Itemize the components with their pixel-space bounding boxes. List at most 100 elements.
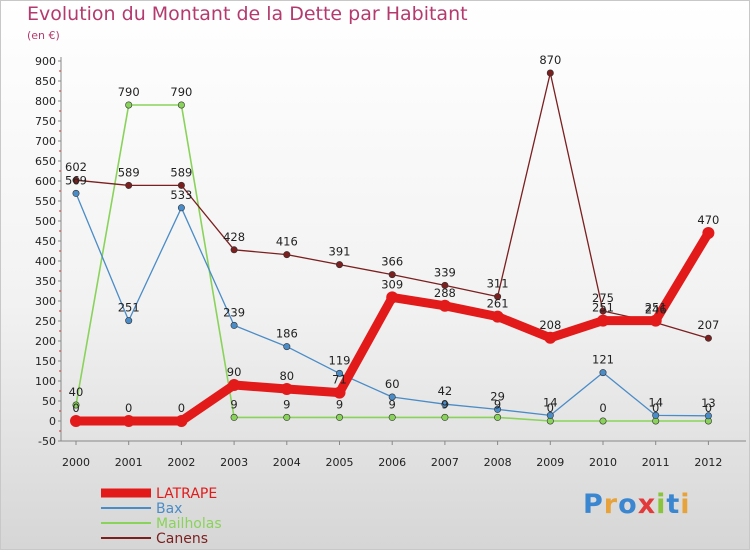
data-label-bax: 121 (592, 353, 614, 367)
data-point-mailholas (283, 413, 291, 421)
data-point-canens (704, 334, 712, 342)
data-point-bax (72, 189, 80, 197)
data-point-mailholas (441, 413, 449, 421)
x-tick-label: 2008 (484, 456, 512, 469)
y-tick-label: 900 (35, 55, 56, 68)
data-label-mailholas: 0 (547, 401, 554, 415)
data-point-canens (494, 293, 502, 301)
data-label-bax: 119 (329, 353, 351, 367)
data-point-bax (230, 321, 238, 329)
data-label-canens: 589 (170, 165, 192, 179)
data-label-bax: 239 (223, 305, 245, 319)
data-label-mailholas: 9 (336, 397, 343, 411)
data-point-latrape (386, 291, 399, 304)
data-point-mailholas (335, 413, 343, 421)
x-tick-label: 2005 (326, 456, 354, 469)
x-tick-label: 2002 (167, 456, 195, 469)
data-label-canens: 589 (118, 165, 140, 179)
data-point-mailholas (494, 413, 502, 421)
data-point-bax (599, 369, 607, 377)
data-label-latrape: 90 (227, 365, 242, 379)
y-tick-label: 800 (35, 95, 56, 108)
data-label-mailholas: 790 (118, 85, 140, 99)
data-point-latrape (70, 415, 82, 427)
data-point-mailholas (125, 101, 133, 109)
data-point-bax (652, 411, 660, 419)
data-point-bax (704, 412, 712, 420)
data-point-bax (177, 204, 185, 212)
x-tick-label: 2009 (536, 456, 564, 469)
data-label-canens: 246 (645, 303, 667, 317)
data-label-bax: 14 (648, 395, 663, 409)
data-point-canens (125, 181, 133, 189)
data-point-canens (335, 261, 343, 269)
data-point-latrape (228, 379, 241, 391)
data-point-latrape (280, 383, 293, 395)
proxiti-logo: Proxiti (583, 489, 691, 520)
data-point-bax (441, 400, 449, 408)
data-label-mailholas: 9 (230, 397, 237, 411)
legend-label-latrape: LATRAPE (156, 486, 217, 502)
data-point-bax (546, 411, 554, 419)
y-tick-label: 100 (35, 375, 56, 388)
data-point-canens (177, 181, 185, 189)
y-tick-label: 450 (35, 235, 56, 248)
data-label-mailholas: 9 (494, 397, 501, 411)
data-label-canens: 870 (539, 53, 561, 67)
legend-label-mailholas: Mailholas (156, 516, 222, 532)
data-point-bax (494, 405, 502, 413)
y-tick-label: 0 (49, 415, 56, 428)
data-label-latrape: 251 (645, 301, 667, 315)
x-tick-label: 2000 (62, 456, 90, 469)
data-label-latrape: 208 (539, 318, 561, 332)
data-label-latrape: 251 (592, 301, 614, 315)
data-label-bax: 186 (276, 327, 298, 341)
data-label-canens: 416 (276, 235, 298, 249)
data-point-mailholas (72, 401, 80, 409)
data-point-bax (388, 393, 396, 401)
data-label-bax: 60 (385, 377, 400, 391)
data-point-canens (283, 251, 291, 259)
data-label-mailholas: 0 (599, 401, 606, 415)
data-point-latrape (333, 386, 346, 399)
data-point-latrape (702, 227, 715, 239)
data-label-bax: 569 (65, 173, 87, 187)
x-tick-label: 2001 (115, 456, 143, 469)
y-tick-label: 400 (35, 255, 56, 268)
data-label-bax: 14 (543, 395, 558, 409)
data-point-mailholas (599, 417, 607, 425)
data-label-bax: 533 (170, 188, 192, 202)
data-point-latrape (175, 415, 188, 427)
y-tick-label: 850 (35, 75, 56, 88)
data-label-bax: 42 (438, 384, 453, 398)
data-label-latrape: 309 (381, 277, 403, 291)
y-tick-label: 300 (35, 295, 56, 308)
data-point-latrape (122, 415, 135, 427)
y-tick-label: 200 (35, 335, 56, 348)
data-label-canens: 311 (487, 277, 509, 291)
y-tick-label: 550 (35, 195, 56, 208)
x-tick-label: 2004 (273, 456, 301, 469)
data-point-mailholas (230, 413, 238, 421)
data-label-latrape: 80 (279, 369, 294, 383)
y-tick-label: 50 (42, 395, 56, 408)
data-label-mailholas: 9 (441, 397, 448, 411)
data-label-canens: 428 (223, 230, 245, 244)
x-tick-label: 2003 (220, 456, 248, 469)
data-label-mailholas: 0 (652, 401, 659, 415)
data-point-latrape (544, 331, 557, 344)
data-label-canens: 339 (434, 265, 456, 279)
data-point-bax (283, 343, 291, 351)
data-label-canens: 391 (329, 245, 351, 259)
data-label-mailholas: 40 (69, 385, 84, 399)
chart-title: Evolution du Montant de la Dette par Hab… (27, 3, 468, 25)
chart-unit: (en €) (27, 29, 60, 42)
data-point-canens (230, 246, 238, 254)
data-point-canens (72, 176, 80, 184)
y-tick-label: 500 (35, 215, 56, 228)
data-point-bax (125, 317, 133, 325)
data-label-latrape: 0 (72, 401, 79, 415)
data-label-latrape: 288 (434, 286, 456, 300)
data-label-bax: 29 (490, 389, 505, 403)
